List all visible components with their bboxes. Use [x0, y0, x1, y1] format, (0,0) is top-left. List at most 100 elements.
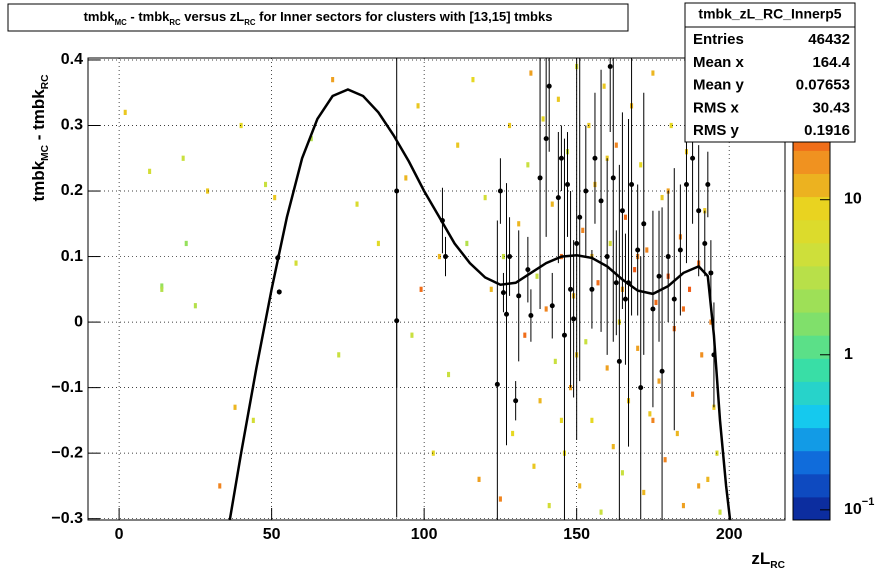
- label-text: tmbk: [29, 160, 48, 201]
- stats-box: tmbk_zL_RC_Innerp5 Entries 46432 Mean x 164…: [684, 2, 856, 143]
- label-text: - tmbk: [29, 89, 48, 145]
- palette-band: [793, 358, 830, 382]
- profile-point: [549, 303, 555, 309]
- profile-point: [504, 311, 510, 317]
- palette-band: [793, 312, 830, 336]
- profile-point: [565, 181, 571, 187]
- heatmap-cell: [645, 247, 649, 253]
- heatmap-cell: [251, 417, 255, 424]
- stats-label: RMS y: [693, 122, 740, 139]
- heatmap-cell: [376, 240, 380, 247]
- stats-frame: [684, 2, 856, 143]
- label-text: versus zL: [181, 9, 245, 24]
- heatmap-cell: [410, 332, 414, 338]
- heatmap-cell: [465, 240, 469, 247]
- grid: [88, 58, 785, 520]
- heatmap-cell: [657, 378, 661, 384]
- z-tick-label: 10−1: [844, 496, 874, 518]
- profile-point: [555, 195, 561, 201]
- profile-point: [659, 368, 665, 374]
- heatmap-cell: [471, 77, 475, 83]
- heatmap-cell: [547, 502, 551, 509]
- heatmap-cell: [584, 339, 588, 345]
- heatmap-cell: [456, 142, 460, 148]
- profile-point: [683, 181, 689, 187]
- profile-point: [708, 270, 714, 276]
- heatmap-cell: [239, 122, 243, 129]
- profile-point: [635, 247, 641, 253]
- palette-band: [793, 427, 830, 452]
- heatmap-cell: [590, 417, 594, 424]
- heatmap-cell: [501, 253, 505, 260]
- y-tick-label: 0.1: [61, 248, 83, 265]
- heatmap-cell: [681, 306, 685, 312]
- profile-point: [275, 255, 281, 261]
- heatmap-cell: [437, 253, 441, 260]
- heatmap-cell: [611, 443, 615, 450]
- x-tick-label: 100: [411, 526, 438, 543]
- heatmap-cell: [233, 404, 237, 410]
- profile-point: [607, 64, 613, 70]
- y-tick-label: 0.4: [61, 51, 83, 68]
- profile-point: [276, 289, 282, 295]
- heatmap-cell: [184, 240, 188, 247]
- palette-band: [793, 289, 830, 313]
- heatmap-cell: [331, 77, 335, 83]
- heatmap-cell: [669, 122, 673, 129]
- y-tick-label: −0.2: [51, 444, 83, 461]
- heatmap-cell: [477, 476, 481, 482]
- heatmap-cell: [193, 303, 197, 309]
- axes: 0 50 100 150 200 −0.3 −0.2 −0.1 0 0.1 0.2 0.3 0.4: [51, 51, 742, 543]
- stats-label: Entries: [693, 31, 744, 48]
- profile-point: [516, 293, 522, 299]
- heatmap-cell: [691, 391, 695, 397]
- heatmap-cell: [218, 483, 222, 489]
- heatmap-cell: [532, 463, 536, 469]
- subscript: MC: [115, 18, 127, 27]
- label-text: tmbk: [84, 9, 116, 24]
- profile-point: [598, 198, 604, 204]
- x-tick-label: 0: [115, 526, 124, 543]
- palette-band: [793, 404, 830, 429]
- subscript: RC: [244, 18, 256, 27]
- profile-point: [702, 240, 708, 246]
- heatmap-cell: [160, 286, 164, 292]
- stats-value: 0.07653: [796, 77, 850, 94]
- profile-point: [494, 381, 500, 387]
- heatmap-cell: [508, 122, 512, 129]
- profile-point: [656, 273, 662, 279]
- y-tick-label: −0.1: [51, 379, 83, 396]
- profile-point: [546, 83, 552, 89]
- heatmap-cell: [535, 273, 539, 279]
- heatmap-cell: [578, 483, 582, 489]
- label-text: for Inner sectors for clusters with [13,…: [256, 9, 553, 24]
- palette-band: [793, 381, 830, 405]
- x-tick-label: 200: [716, 526, 743, 543]
- plot-frame: [87, 57, 786, 521]
- profile-point: [394, 318, 400, 324]
- profile-point: [507, 254, 513, 260]
- profile-point: [497, 188, 503, 194]
- heatmap-cell: [608, 240, 612, 247]
- profile-point: [558, 155, 564, 161]
- x-tick-label: 50: [263, 526, 281, 543]
- profile-point: [592, 155, 598, 161]
- profile-point: [568, 286, 574, 292]
- y-tick-label: 0: [74, 313, 83, 330]
- profile-point: [528, 313, 534, 319]
- z-tick-text: 10: [844, 501, 862, 518]
- heatmap-cell: [639, 162, 643, 168]
- profile-point: [583, 188, 589, 194]
- profile-point: [650, 306, 656, 312]
- profile-point: [665, 254, 671, 260]
- heatmap-cell: [623, 214, 627, 220]
- heatmap-cell: [681, 502, 685, 509]
- stats-label: Mean x: [693, 54, 745, 71]
- y-axis-label: tmbkMC - tmbkRC: [29, 74, 50, 202]
- z-tick-text: 1: [844, 346, 853, 363]
- profile-point: [711, 352, 717, 358]
- profile-point: [571, 316, 577, 322]
- y-tick-label: 0.2: [61, 182, 83, 199]
- profile-point: [604, 254, 610, 260]
